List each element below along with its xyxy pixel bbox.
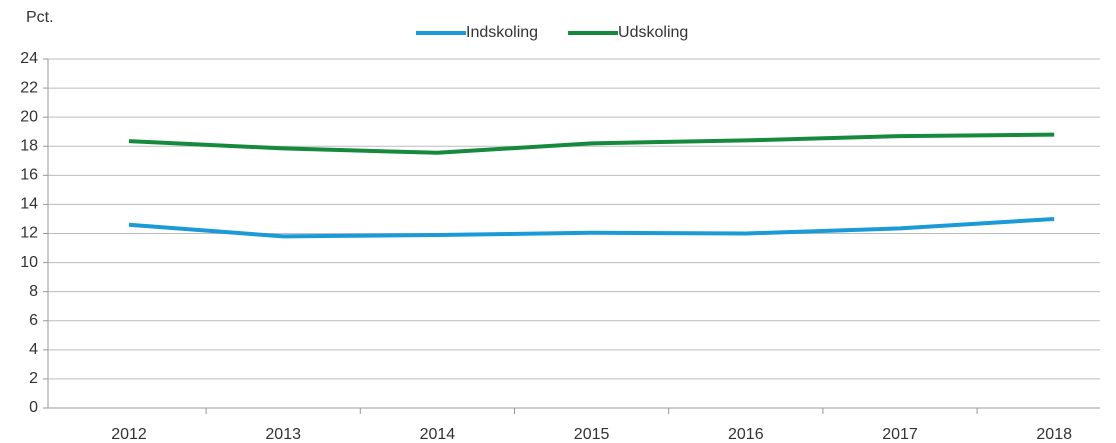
line-series: [128, 132, 1055, 155]
x-tick-label: 2012: [111, 426, 147, 443]
y-tick-label: 6: [29, 312, 38, 329]
y-tick-label: 16: [20, 167, 38, 184]
x-tick-label: 2016: [728, 426, 764, 443]
y-tick-label: 14: [20, 196, 38, 213]
y-tick-label: 10: [20, 254, 38, 271]
x-tick-label: 2018: [1036, 426, 1072, 443]
x-tick-label: 2014: [420, 426, 456, 443]
y-tick-label: 12: [20, 225, 38, 242]
y-tick-label: 8: [29, 283, 38, 300]
x-tick-label: 2015: [574, 426, 610, 443]
x-tick-label: 2013: [265, 426, 301, 443]
y-tick-label: 24: [20, 50, 38, 67]
y-tick-label: 0: [29, 399, 38, 416]
y-tick-label: 22: [20, 79, 38, 96]
y-tick-label: 4: [29, 341, 38, 358]
x-tick-label: 2017: [882, 426, 918, 443]
y-tick-label: 20: [20, 108, 38, 125]
y-axis-label: Pct.: [26, 9, 54, 26]
line-series: [128, 216, 1055, 239]
y-tick-label: 18: [20, 137, 38, 154]
y-tick-label: 2: [29, 370, 38, 387]
legend-label: Indskoling: [466, 24, 538, 41]
legend-label: Udskoling: [618, 24, 688, 41]
